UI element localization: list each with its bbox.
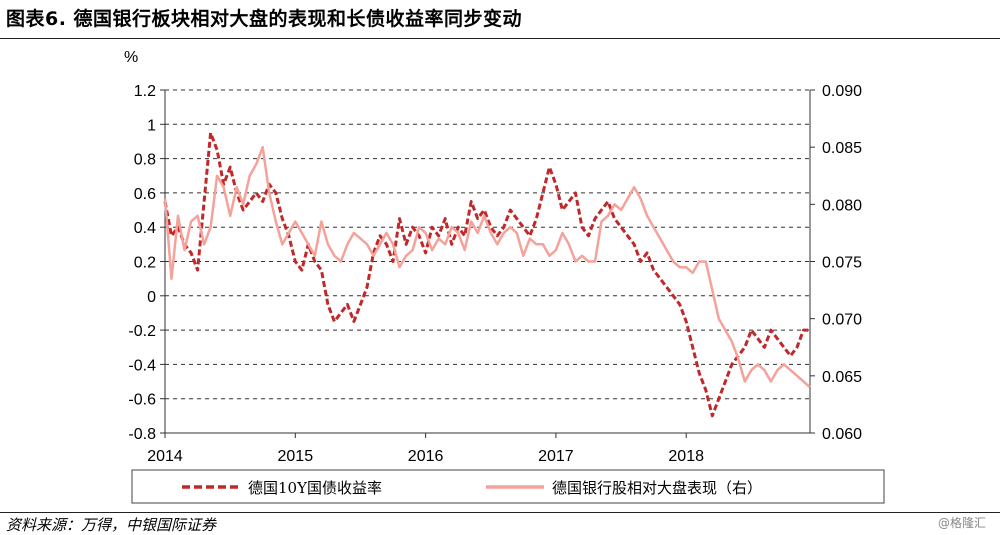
left-axis: 1.2 1 0.8 0.6 0.4 0.2 0 -0.2 -0.4 -0.6 -0.8 — [128, 83, 166, 443]
right-tick-label: 0.070 — [822, 312, 862, 329]
x-tick-label: 2014 — [147, 448, 183, 465]
left-tick-label: 1.2 — [134, 83, 156, 100]
x-tick-label: 2018 — [668, 448, 704, 465]
left-tick-label: -0.6 — [128, 392, 156, 409]
x-tick-label: 2017 — [538, 448, 574, 465]
left-tick-label: -0.8 — [128, 426, 156, 443]
series-line-bank-relative — [163, 145, 811, 389]
x-axis: 2014 2015 2016 2017 2018 — [147, 432, 810, 465]
legend-box — [131, 469, 885, 504]
left-tick-label: 0.6 — [134, 186, 156, 203]
grid — [165, 89, 810, 434]
right-tick-label: 0.065 — [822, 369, 862, 386]
right-axis: 0.090 0.085 0.080 0.075 0.070 0.065 0.060 — [809, 83, 862, 443]
left-tick-label: -0.4 — [128, 357, 156, 374]
left-tick-label: 0.8 — [134, 152, 156, 169]
left-tick-label: -0.2 — [128, 323, 156, 340]
x-tick-label: 2015 — [278, 448, 314, 465]
footer-rule — [0, 512, 1000, 513]
watermark: @格隆汇 — [937, 516, 986, 530]
left-tick-label: 0 — [147, 289, 156, 306]
left-tick-label: 0.4 — [134, 220, 156, 237]
title-rule — [0, 38, 1000, 39]
series-line-bund-yield — [163, 131, 810, 418]
left-tick-label: 1 — [147, 117, 156, 134]
right-tick-label: 0.085 — [822, 140, 862, 157]
legend-label-bund-yield: 德国10Y国债收益率 — [248, 479, 382, 497]
left-tick-label: 0.2 — [134, 255, 156, 272]
line-chart: % 1.2 1 0.8 0.6 0.4 0.2 0 -0.2 -0.4 -0.6 -0.8 0.09… — [124, 49, 885, 504]
y-unit-label: % — [124, 49, 138, 66]
x-tick-label: 2016 — [408, 448, 444, 465]
right-tick-label: 0.060 — [822, 426, 862, 443]
right-tick-label: 0.090 — [822, 83, 862, 100]
figure-title: 图表6. 德国银行板块相对大盘的表现和长债收益率同步变动 — [6, 8, 523, 30]
series-lines — [163, 131, 811, 418]
legend-label-bank-relative: 德国银行股相对大盘表现（右） — [552, 479, 762, 497]
right-tick-label: 0.080 — [822, 197, 862, 214]
right-tick-label: 0.075 — [822, 255, 862, 272]
source-note: 资料来源：万得，中银国际证券 — [6, 516, 217, 534]
